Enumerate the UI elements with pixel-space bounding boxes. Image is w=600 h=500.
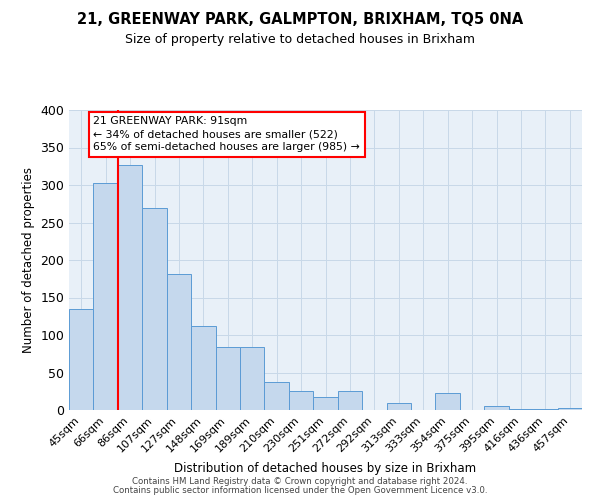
Bar [240, 347, 265, 410]
Text: 21 GREENWAY PARK: 91sqm
← 34% of detached houses are smaller (522)
65% of semi-d: 21 GREENWAY PARK: 91sqm ← 34% of detache… [94, 116, 360, 152]
X-axis label: Distribution of detached houses by size in Brixham: Distribution of detached houses by size … [175, 462, 476, 475]
Bar [509, 408, 533, 410]
Bar [484, 406, 509, 410]
Bar [167, 274, 191, 410]
Bar [265, 382, 289, 410]
Bar [118, 165, 142, 410]
Bar [436, 393, 460, 410]
Bar [338, 391, 362, 410]
Bar [533, 409, 557, 410]
Bar [313, 396, 338, 410]
Bar [142, 208, 167, 410]
Bar [191, 326, 215, 410]
Text: Size of property relative to detached houses in Brixham: Size of property relative to detached ho… [125, 32, 475, 46]
Bar [215, 347, 240, 410]
Bar [69, 308, 94, 410]
Bar [94, 182, 118, 410]
Text: 21, GREENWAY PARK, GALMPTON, BRIXHAM, TQ5 0NA: 21, GREENWAY PARK, GALMPTON, BRIXHAM, TQ… [77, 12, 523, 28]
Bar [289, 390, 313, 410]
Bar [386, 402, 411, 410]
Y-axis label: Number of detached properties: Number of detached properties [22, 167, 35, 353]
Bar [557, 408, 582, 410]
Text: Contains public sector information licensed under the Open Government Licence v3: Contains public sector information licen… [113, 486, 487, 495]
Text: Contains HM Land Registry data © Crown copyright and database right 2024.: Contains HM Land Registry data © Crown c… [132, 477, 468, 486]
